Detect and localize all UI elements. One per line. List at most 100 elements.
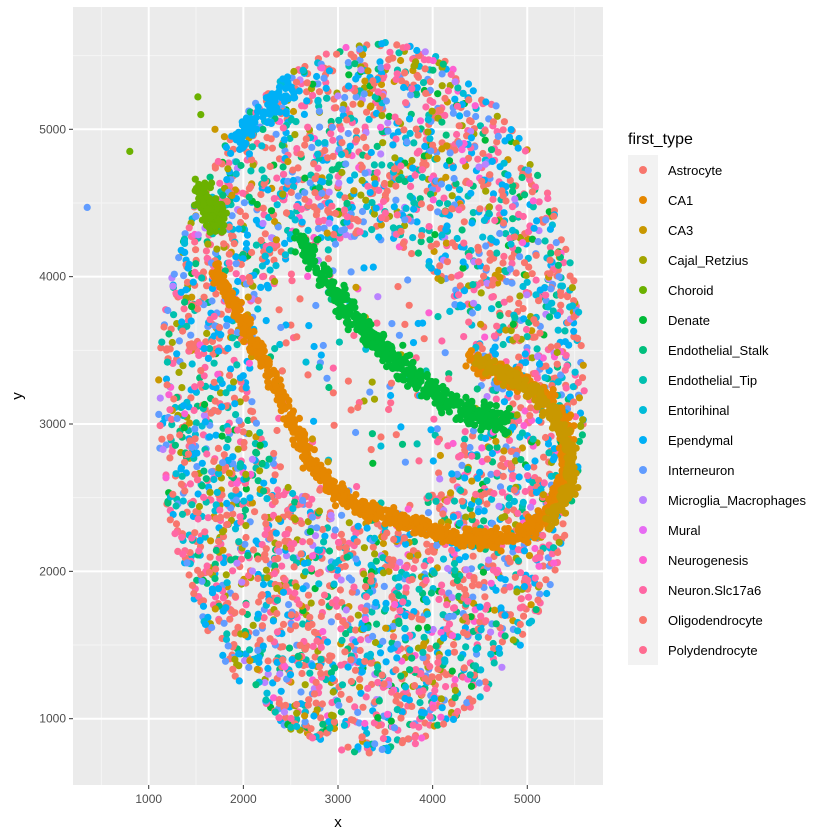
data-point [361,615,370,624]
data-point [312,699,320,707]
data-point [535,524,543,532]
data-point [284,511,292,519]
data-point [331,502,340,510]
data-point [240,497,248,505]
data-point [451,676,459,684]
data-point [301,436,309,444]
data-point [389,633,398,641]
data-point [530,463,538,471]
data-point [293,145,301,153]
data-point [403,43,411,51]
data-point [368,430,376,438]
data-point [361,657,369,666]
data-point [239,189,247,197]
data-point [186,437,194,445]
data-point [258,460,266,468]
data-point [291,515,299,524]
data-point [392,196,400,204]
data-point [477,626,485,634]
data-point [492,102,500,110]
data-point [318,64,326,72]
data-point [445,184,453,192]
data-point [335,179,343,187]
data-point [349,716,357,724]
data-point [262,317,270,325]
data-point [553,360,561,368]
data-point [198,459,206,467]
data-point [350,583,358,591]
data-point [344,377,352,385]
data-point [488,449,496,458]
data-point [347,615,355,623]
data-point [229,334,237,342]
data-point [222,282,230,290]
data-point [271,345,279,353]
data-point [506,583,514,591]
data-point [347,677,355,686]
data-point [533,352,542,360]
data-point [562,384,570,392]
data-point [392,697,400,705]
data-point [253,449,261,457]
data-point [549,456,557,464]
data-point [370,161,378,169]
data-point [467,134,475,142]
data-point [553,311,562,319]
data-point [529,203,537,211]
data-point [306,179,314,187]
data-point [393,706,401,714]
data-point [435,673,443,682]
data-point [178,510,187,518]
data-point [339,617,347,626]
data-point [258,142,266,150]
data-point [170,311,178,319]
data-point [491,343,499,351]
data-point [544,440,553,448]
data-point [264,186,272,194]
data-point [216,376,224,384]
data-point [276,670,284,678]
data-point [362,693,370,701]
data-point [436,262,444,270]
data-point [361,583,370,591]
data-point [508,187,517,195]
data-point [504,524,512,533]
data-point [461,474,469,482]
data-point [225,469,233,477]
data-point [469,697,477,705]
data-point [384,127,392,135]
data-point [563,293,572,301]
data-point [358,176,366,185]
data-point [274,223,282,231]
data-point [199,602,208,610]
data-point [456,519,464,527]
data-point [468,219,476,227]
data-point [438,588,446,596]
data-point [256,467,264,475]
data-point [255,653,263,662]
data-point [557,301,565,309]
data-point [238,608,247,616]
data-point [500,586,508,594]
data-point [331,240,340,248]
data-point [505,390,513,398]
data-point [486,249,494,257]
data-point [469,299,478,307]
data-point [456,112,464,120]
data-point [387,379,396,387]
data-point [338,139,346,147]
data-point [270,449,278,458]
data-point [310,160,318,168]
data-point [382,658,390,666]
data-point [488,281,496,289]
data-point [202,338,210,346]
data-point [462,566,470,574]
data-point [246,347,254,355]
data-point [422,103,430,111]
data-point [294,192,302,200]
data-point [203,450,211,458]
data-point [499,219,508,227]
data-point [338,636,346,645]
data-point [401,216,409,224]
data-point [273,609,281,618]
